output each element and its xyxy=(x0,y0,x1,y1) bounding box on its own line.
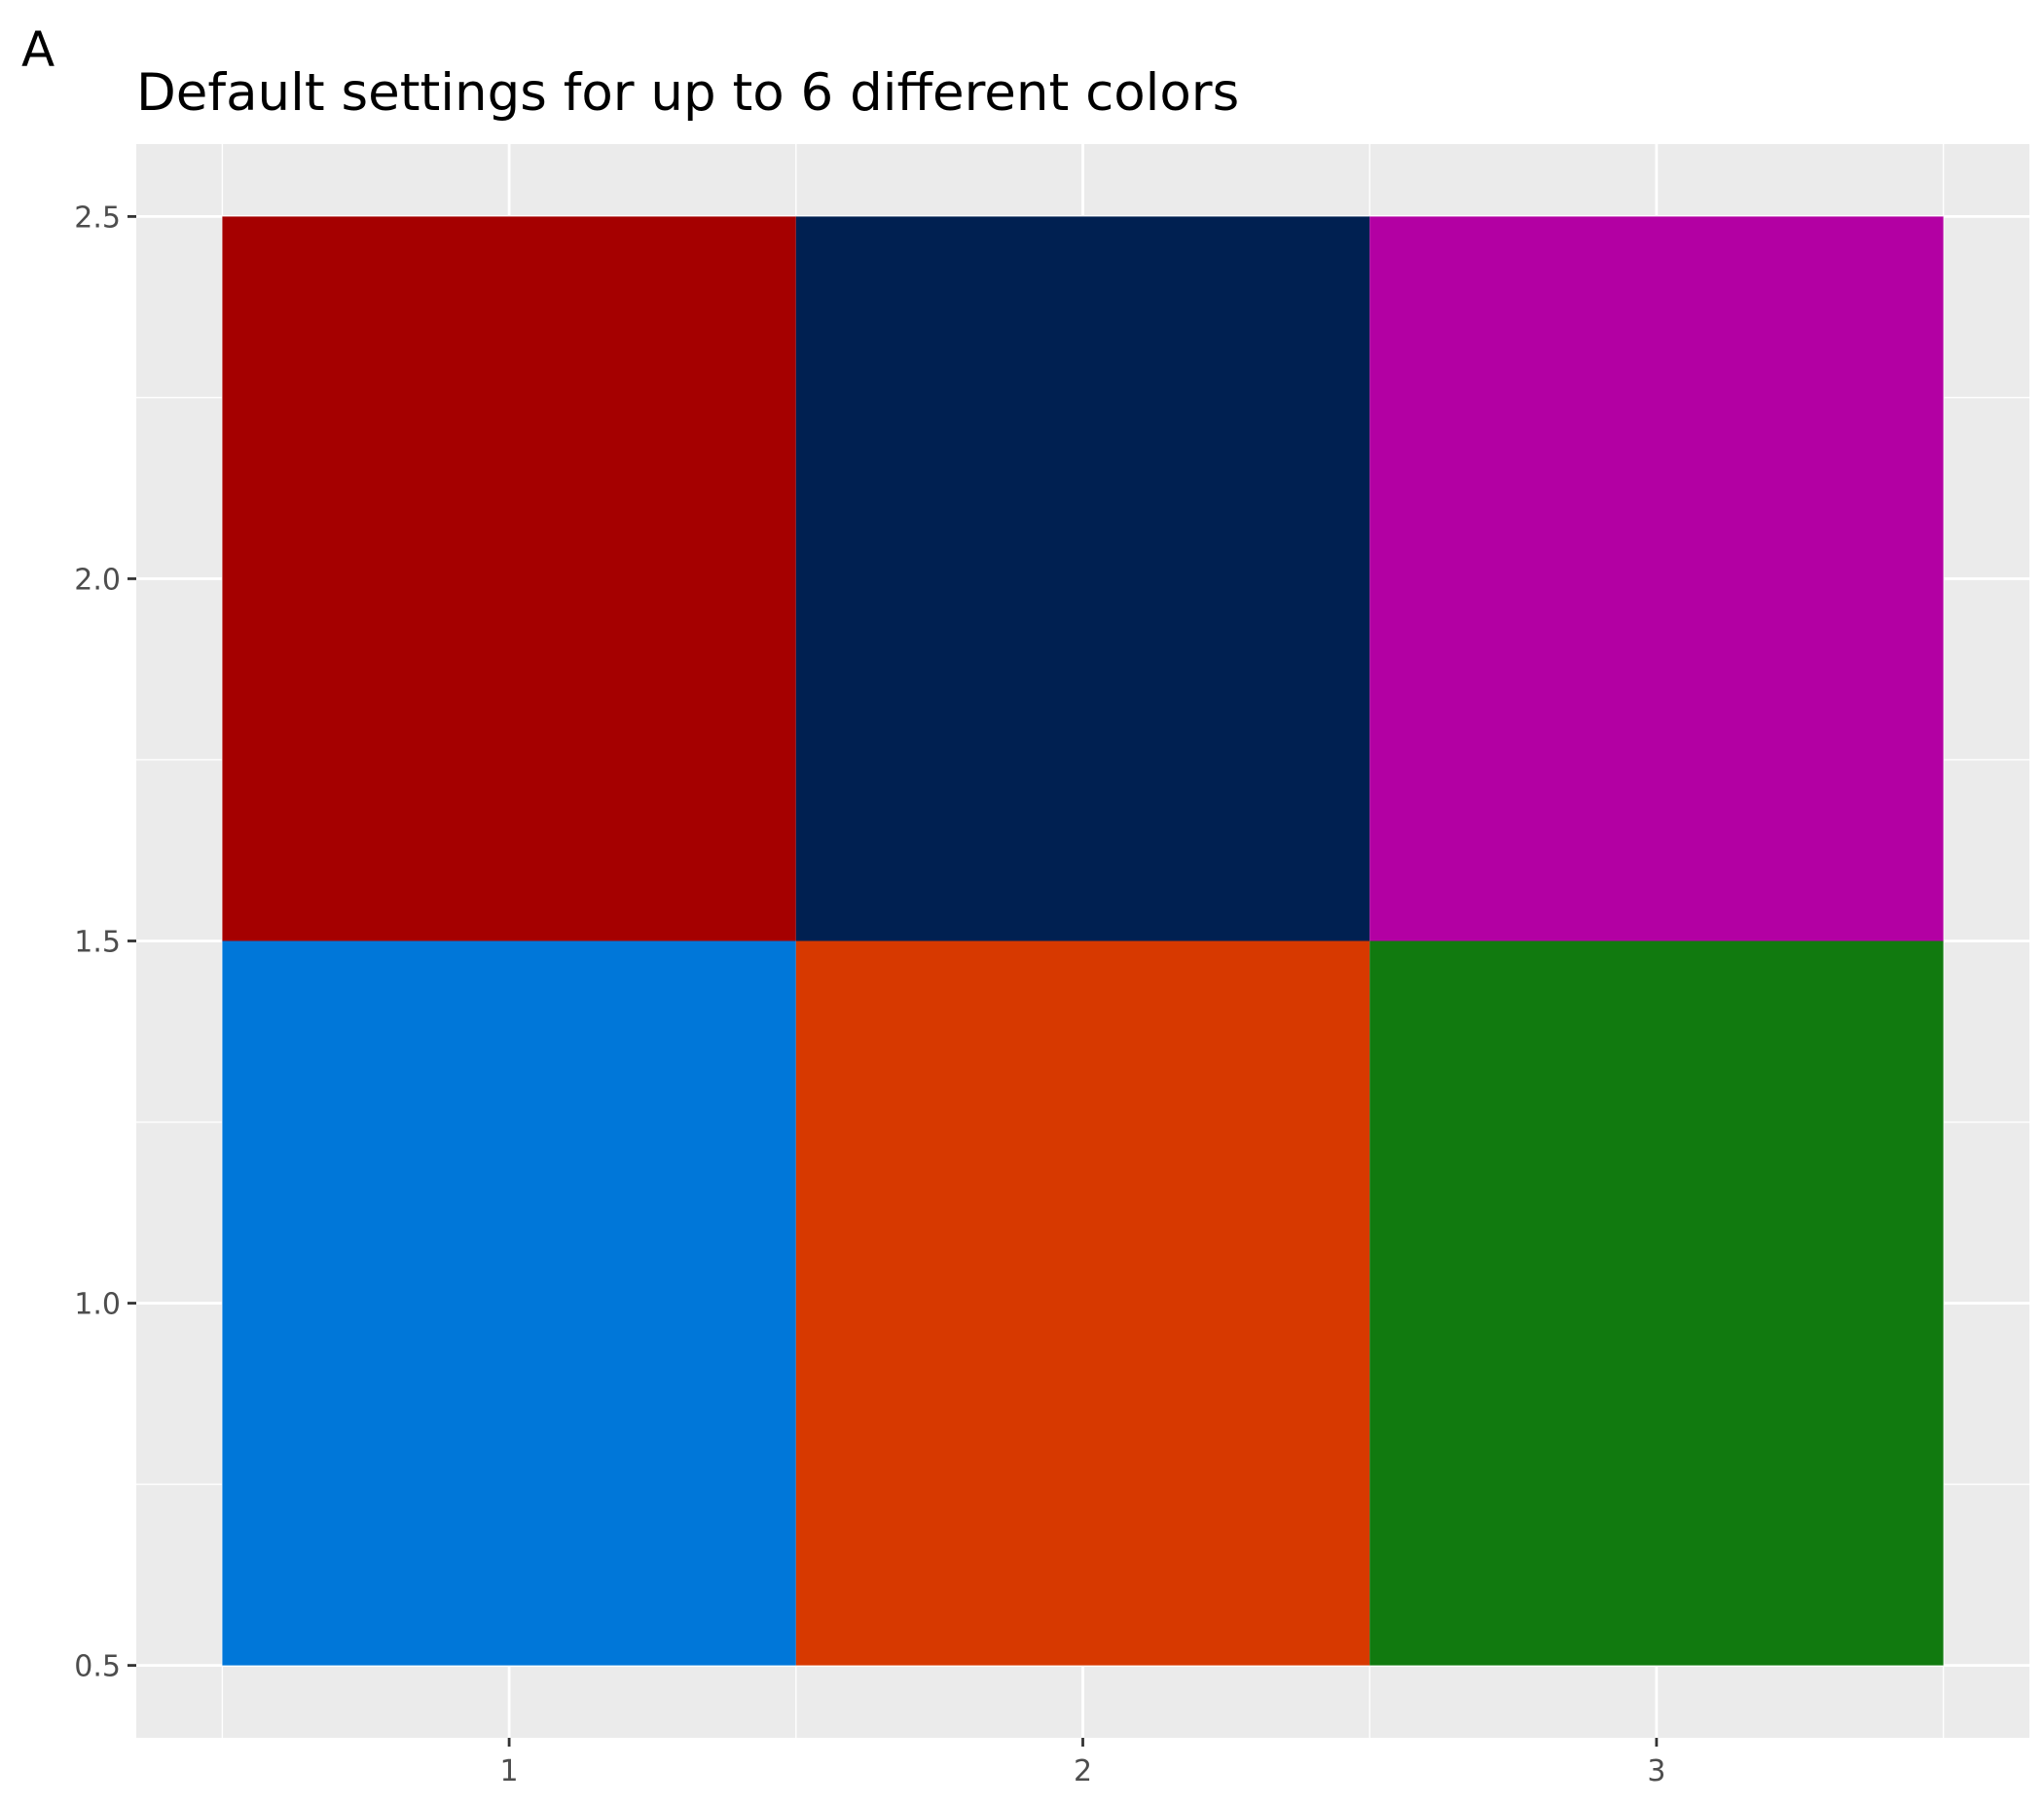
tiles xyxy=(222,216,1944,1666)
tile xyxy=(795,940,1370,1666)
y-tick-label: 1.5 xyxy=(74,926,121,960)
tile xyxy=(1369,216,1944,941)
x-tick-label: 3 xyxy=(1647,1754,1665,1788)
chart-title: Default settings for up to 6 different c… xyxy=(136,63,1239,123)
panel-tag: A xyxy=(21,21,55,78)
y-tick-label: 0.5 xyxy=(74,1650,121,1684)
tile xyxy=(1369,940,1944,1666)
y-tick-label: 1.0 xyxy=(74,1288,121,1322)
axes: 0.5 1.0 1.5 2.0 2.5 1 2 3 xyxy=(74,201,1665,1788)
tile xyxy=(222,940,796,1666)
x-tick-label: 2 xyxy=(1074,1754,1092,1788)
tile xyxy=(222,216,796,941)
x-tick-label: 1 xyxy=(500,1754,519,1788)
y-tick-label: 2.5 xyxy=(74,201,121,235)
y-tick-label: 2.0 xyxy=(74,563,121,597)
tile xyxy=(795,216,1370,941)
